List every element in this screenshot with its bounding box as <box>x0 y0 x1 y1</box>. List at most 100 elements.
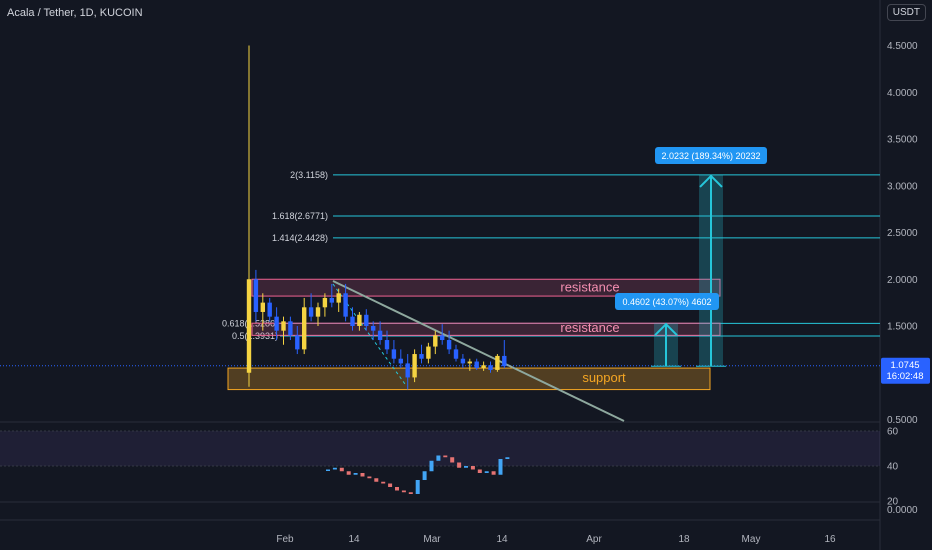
candle-body <box>308 307 314 317</box>
resistance-zone-lower <box>251 322 721 336</box>
price-axis-tick: 1.5000 <box>887 322 918 333</box>
price-axis-tick: 3.5000 <box>887 135 918 146</box>
candle-body <box>495 355 500 370</box>
candle-body <box>412 354 417 378</box>
measure-label-box <box>655 147 767 164</box>
candle-body <box>481 365 486 369</box>
resistance-zone-upper <box>251 278 721 297</box>
rsi-bar <box>505 457 510 459</box>
candle-body <box>281 321 286 331</box>
measure-arrow-head <box>699 174 723 188</box>
candle-body <box>371 326 376 331</box>
price-axis-tick: 4.5000 <box>887 41 918 52</box>
currency-button[interactable]: USDT <box>886 4 926 21</box>
rsi-bar <box>367 476 372 479</box>
measure-label: 0.4602 (43.07%) 4602 <box>622 297 711 307</box>
candle-body <box>391 349 397 359</box>
support-zone <box>227 367 711 391</box>
time-axis-tick: Mar <box>423 534 441 545</box>
indicator-axis-tick: 40 <box>887 462 899 473</box>
candle-body <box>398 358 403 364</box>
candle-body <box>460 358 466 364</box>
rsi-bar <box>443 455 448 458</box>
time-axis-tick: Feb <box>276 534 294 545</box>
price-axis-tick: 2.0000 <box>887 275 918 286</box>
candle-body <box>446 340 452 350</box>
rsi-bar <box>491 471 496 475</box>
current-price-tag <box>881 357 930 384</box>
indicator-axis-tick: 60 <box>887 427 899 438</box>
candle-body <box>322 297 328 308</box>
time-axis-tick: 14 <box>348 534 360 545</box>
time-axis-tick: May <box>742 534 761 545</box>
rsi-bar <box>332 467 337 470</box>
rsi-bar <box>429 460 434 472</box>
measure-label-box <box>615 293 719 310</box>
symbol-title: Acala / Tether, 1D, KUCOIN <box>7 7 143 19</box>
rsi-bar <box>339 467 344 472</box>
rsi-bar <box>374 478 379 482</box>
rsi-bar <box>457 462 462 468</box>
candle-body <box>329 297 334 303</box>
price-axis-tick: 2.5000 <box>887 228 918 239</box>
candle-body <box>364 314 369 326</box>
rsi-bar <box>326 469 330 471</box>
candle-body <box>357 314 362 326</box>
rsi-bar <box>450 457 455 463</box>
candle-body <box>343 293 348 317</box>
candle-body <box>426 346 431 359</box>
rsi-bar <box>477 469 482 473</box>
candle-body <box>405 363 410 378</box>
current-price-timer: 16:02:48 <box>887 371 924 382</box>
rsi-bar <box>484 471 489 473</box>
rsi-bar <box>408 492 413 494</box>
candle-body <box>253 279 259 312</box>
indicator-axis-tick: 20 <box>887 497 899 508</box>
rsi-bar <box>381 481 386 484</box>
candle-body <box>288 321 293 336</box>
candle-body <box>384 340 390 350</box>
candle-body <box>377 330 383 341</box>
resistance-label-upper: resistance <box>560 279 619 294</box>
measure-arrow-head <box>654 322 678 336</box>
candle-body <box>467 361 472 364</box>
candle-body <box>350 316 355 326</box>
support-label: support <box>582 370 626 385</box>
rsi-bar <box>388 483 393 487</box>
indicator-axis-tick: 0.0000 <box>887 505 918 516</box>
resistance-label-lower: resistance <box>560 320 619 335</box>
candle-body <box>336 293 341 303</box>
rsi-bar <box>395 487 399 491</box>
time-axis-tick: Apr <box>586 534 602 545</box>
candle-body <box>474 361 479 369</box>
time-axis-tick: 14 <box>496 534 508 545</box>
candle-body <box>302 307 307 350</box>
candle-body <box>267 302 272 317</box>
candle-body <box>453 349 459 359</box>
rsi-bar <box>353 473 358 475</box>
fib-level-label: 1.414(2.4428) <box>272 233 328 243</box>
candle-body <box>246 279 252 373</box>
price-axis-tick: 4.0000 <box>887 88 918 99</box>
rsi-bar <box>401 490 406 493</box>
candle-body <box>433 335 438 347</box>
rsi-bar <box>346 471 351 475</box>
candle-body <box>260 302 265 312</box>
candle-body <box>315 307 321 317</box>
candle-body <box>295 335 300 350</box>
candle-body <box>502 355 507 367</box>
price-axis-tick: 0.5000 <box>887 415 918 426</box>
fib-level-label: 1.618(2.6771) <box>272 211 328 221</box>
time-axis-tick: 16 <box>824 534 836 545</box>
rsi-bar <box>436 455 441 461</box>
rsi-bar <box>470 466 475 470</box>
rsi-bar <box>464 466 468 468</box>
rsi-bar <box>415 480 420 494</box>
rsi-bar <box>498 459 503 475</box>
trend-line <box>332 280 625 422</box>
candle-body <box>419 354 424 359</box>
time-axis-tick: 18 <box>678 534 690 545</box>
candle-body <box>274 316 279 331</box>
rsi-bar <box>422 471 427 480</box>
